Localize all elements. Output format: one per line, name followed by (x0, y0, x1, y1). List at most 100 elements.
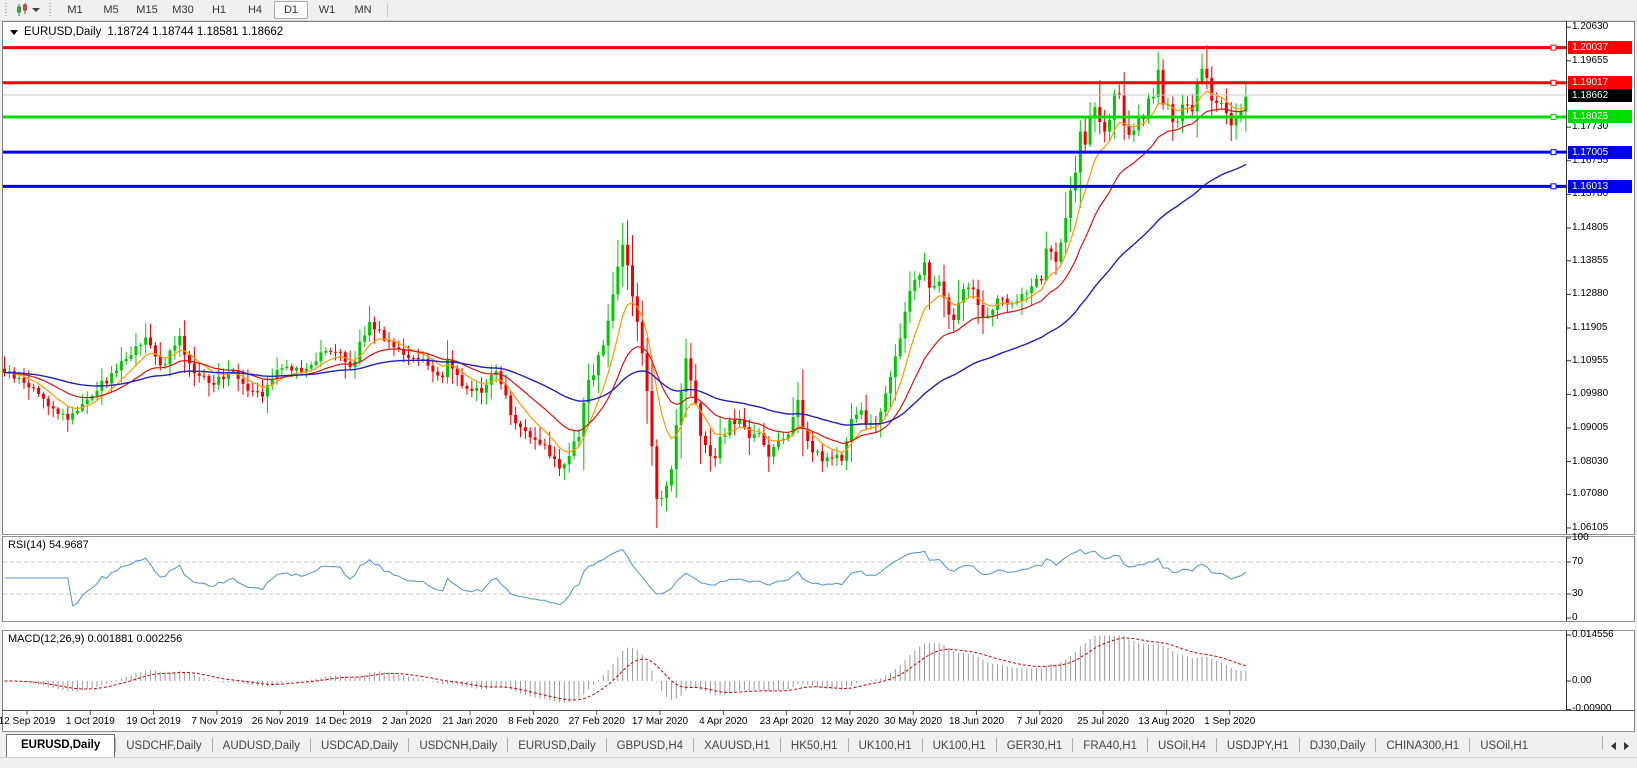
tab-separator (693, 738, 695, 752)
timeframe-button-d1[interactable]: D1 (274, 1, 308, 19)
price-axis-tick: 1.12880 (1572, 288, 1609, 300)
x-axis-label: 1 Oct 2019 (65, 716, 115, 727)
tab-separator (1072, 738, 1074, 752)
timeframe-toolbar-grip[interactable] (48, 3, 53, 17)
rsi-indicator-label: RSI(14) 54.9687 (8, 539, 89, 551)
tab-separator (115, 738, 117, 752)
chart-window-border (2, 731, 1635, 732)
price-axis-tick: 1.08030 (1572, 455, 1609, 467)
timeframe-button-m30[interactable]: M30 (172, 4, 194, 16)
price-axis-line (1566, 21, 1567, 711)
timeframe-button-m1[interactable]: M1 (67, 4, 83, 16)
tab-gbpusd-h4[interactable]: GBPUSD,H4 (616, 740, 684, 752)
rsi-axis-tick: 30 (1572, 588, 1584, 599)
timeframe-button-m5[interactable]: M5 (103, 4, 119, 16)
x-axis-label: 25 Jul 2020 (1077, 716, 1129, 727)
hline-endpoint-marker[interactable] (1550, 44, 1557, 51)
toolbar-separator (387, 3, 388, 17)
tab-usdjpy-h1[interactable]: USDJPY,H1 (1226, 740, 1289, 752)
price-axis-tick: 1.19655 (1572, 54, 1609, 66)
tab-china300-h1[interactable]: CHINA300,H1 (1386, 740, 1460, 752)
chart-type-icon[interactable] (13, 2, 31, 18)
tab-usoil-h1[interactable]: USOil,H1 (1480, 740, 1529, 752)
hline-endpoint-marker[interactable] (1550, 149, 1557, 156)
macd-axis-tick: -0.00900 (1572, 703, 1612, 715)
hline-price-label: 1.16013 (1568, 179, 1632, 193)
tab-eurusd-daily[interactable]: EURUSD,Daily (518, 740, 596, 752)
x-axis-label: 23 Apr 2020 (759, 716, 814, 727)
chart-type-dropdown-icon[interactable] (32, 8, 40, 12)
hline-price-label: 1.20037 (1568, 41, 1632, 55)
x-axis-label: 12 Sep 2019 (0, 716, 56, 727)
tab-eurusd-daily[interactable]: EURUSD,Daily (6, 734, 116, 757)
tab-separator (1215, 738, 1217, 752)
tab-separator (507, 738, 509, 752)
x-axis-label: 19 Oct 2019 (126, 716, 181, 727)
tab-separator (921, 738, 923, 752)
x-axis-label: 7 Jul 2020 (1016, 716, 1063, 727)
timeframe-button-w1[interactable]: W1 (318, 4, 336, 16)
moving-average-slow (4, 163, 1247, 426)
tab-usdchf-daily[interactable]: USDCHF,Daily (126, 740, 202, 752)
tab-ger30-h1[interactable]: GER30,H1 (1006, 740, 1063, 752)
rsi-axis-tick: 70 (1572, 556, 1584, 567)
tab-hk50-h1[interactable]: HK50,H1 (790, 740, 838, 752)
x-axis-label: 12 May 2020 (820, 716, 879, 727)
hline-endpoint-marker[interactable] (1550, 183, 1557, 190)
timeframe-button-h1[interactable]: H1 (211, 4, 227, 16)
price-axis-tick: 1.09980 (1572, 388, 1609, 400)
tab-fra40-h1[interactable]: FRA40,H1 (1083, 740, 1137, 752)
timeframe-button-h4[interactable]: H4 (247, 4, 263, 16)
symbol-dropdown-icon[interactable] (10, 29, 18, 35)
tab-scroll-right-button[interactable] (1624, 741, 1629, 750)
tab-usdcad-daily[interactable]: USDCAD,Daily (320, 740, 399, 752)
tab-separator (408, 738, 410, 752)
tab-separator (309, 738, 311, 752)
tab-uk100-h1[interactable]: UK100,H1 (932, 740, 986, 752)
toolbar: M1 M5 M15 M30 H1 H4 D1 W1 MN (0, 0, 1637, 21)
macd-axis-tick: 0.00 (1572, 675, 1592, 686)
x-axis-label: 7 Nov 2019 (191, 716, 243, 727)
hline-price-label: 1.18025 (1568, 110, 1632, 124)
timeframe-button-m15[interactable]: M15 (136, 4, 158, 16)
macd-signal-line (4, 637, 1246, 701)
rsi-line (4, 548, 1247, 607)
tab-xauusd-h1[interactable]: XAUUSD,H1 (704, 740, 770, 752)
x-axis-label: 18 Jun 2020 (948, 716, 1005, 727)
price-axis-tick: 1.10955 (1572, 354, 1609, 366)
x-axis-label: 26 Nov 2019 (251, 716, 309, 727)
toolbar-grip[interactable] (4, 3, 9, 17)
macd-axis-tick: 0.014556 (1572, 629, 1614, 640)
hline-endpoint-marker[interactable] (1550, 113, 1557, 120)
price-axis-tick: 1.06105 (1572, 521, 1609, 533)
x-axis-label: 21 Jan 2020 (442, 716, 498, 727)
tab-usdcnh-daily[interactable]: USDCNH,Daily (419, 740, 498, 752)
tab-usoil-h4[interactable]: USOil,H4 (1157, 740, 1206, 752)
price-axis-tick: 1.17730 (1572, 121, 1609, 133)
tab-separator (1298, 738, 1300, 752)
current-price-label: 1.18662 (1568, 88, 1632, 102)
pane-splitter-rsi[interactable] (2, 534, 1635, 537)
timeframe-button-mn[interactable]: MN (354, 4, 372, 16)
hline-price-label: 1.19017 (1568, 76, 1632, 90)
candlestick-glyph (17, 3, 27, 16)
chart-tab-bar: EURUSD,Daily USDCHF,Daily AUDUSD,Daily USDC… (0, 734, 1637, 757)
tab-audusd-daily[interactable]: AUDUSD,Daily (222, 740, 300, 752)
tab-scroll-left-button[interactable] (1611, 741, 1616, 750)
pane-splitter-macd[interactable] (2, 621, 1635, 631)
hline-price-label: 1.17005 (1568, 145, 1632, 159)
tab-separator (847, 738, 849, 752)
macd-indicator-label: MACD(12,26,9) 0.001881 0.002256 (8, 633, 183, 645)
price-axis-tick: 1.13855 (1572, 254, 1609, 266)
x-axis-label: 8 Feb 2020 (508, 716, 559, 727)
hline-endpoint-marker[interactable] (1550, 79, 1557, 86)
tab-separator (1375, 738, 1377, 752)
price-axis-tick: 1.09005 (1572, 421, 1609, 433)
price-axis-tick: 1.11905 (1572, 321, 1608, 333)
chart-title: EURUSD,Daily 1.18724 1.18744 1.18581 1.1… (10, 26, 283, 38)
tab-uk100-h1[interactable]: UK100,H1 (858, 740, 912, 752)
tab-dj30-daily[interactable]: DJ30,Daily (1309, 740, 1366, 752)
x-axis-label: 1 Sep 2020 (1204, 716, 1256, 727)
